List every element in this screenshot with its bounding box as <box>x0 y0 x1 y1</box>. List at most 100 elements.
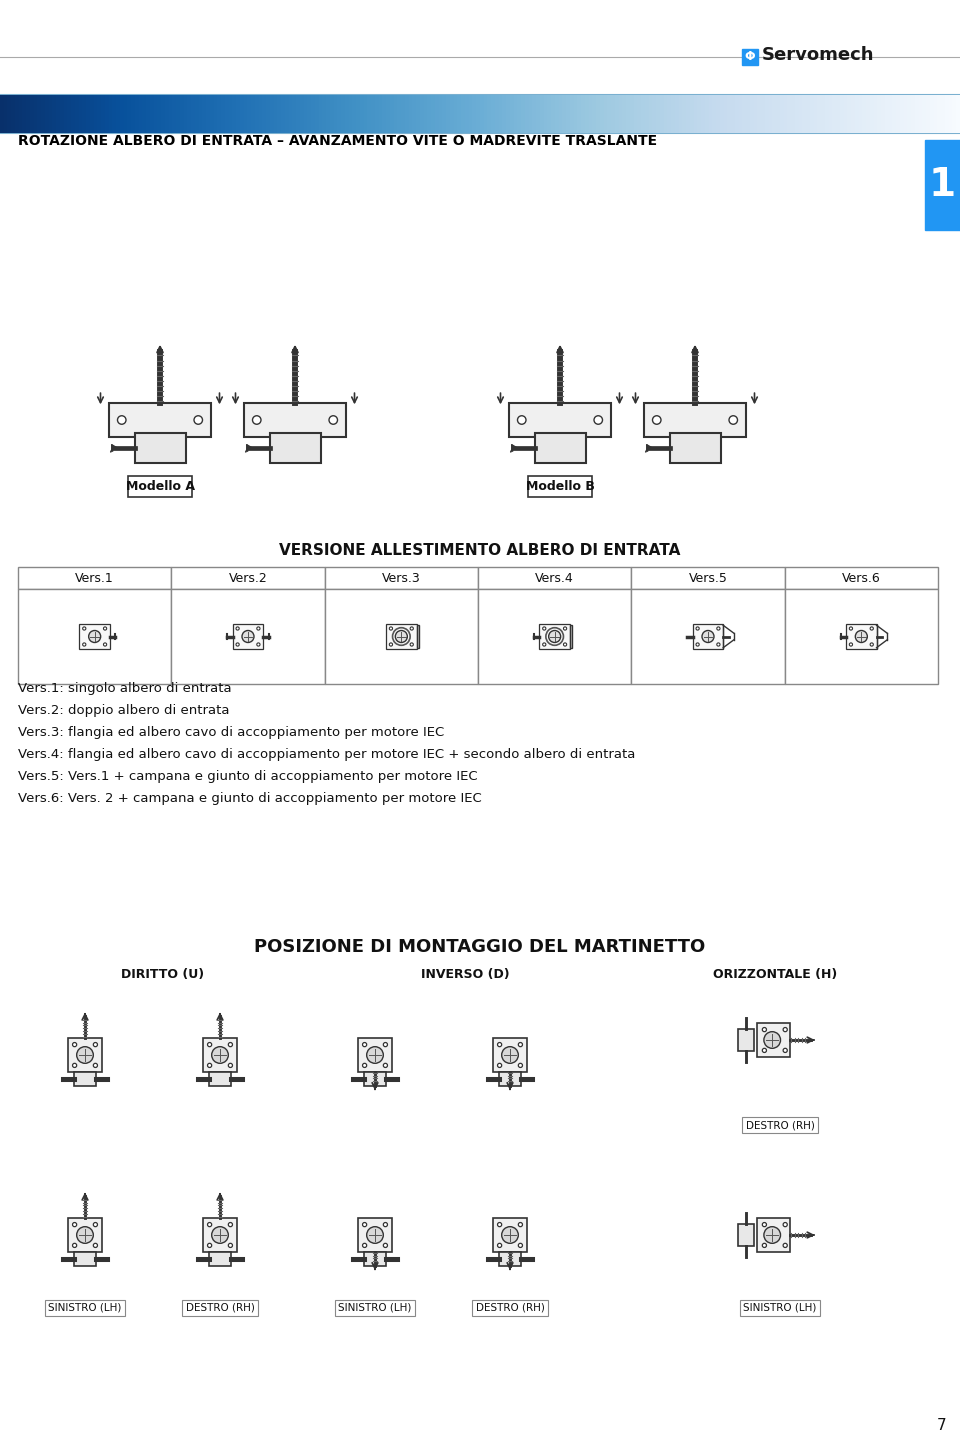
Circle shape <box>207 1243 212 1247</box>
Bar <box>208 1251 231 1266</box>
Bar <box>128 476 192 496</box>
Circle shape <box>717 626 720 631</box>
Text: SINISTRO (LH): SINISTRO (LH) <box>743 1303 817 1313</box>
Bar <box>270 433 321 462</box>
Circle shape <box>367 1227 383 1243</box>
Bar <box>204 1218 237 1251</box>
Text: Vers.6: Vers.6 <box>842 572 880 585</box>
Circle shape <box>73 1223 77 1227</box>
Circle shape <box>564 644 566 646</box>
Text: Vers.3: flangia ed albero cavo di accoppiamento per motore IEC: Vers.3: flangia ed albero cavo di accopp… <box>18 726 444 739</box>
Circle shape <box>410 644 414 646</box>
Circle shape <box>764 1031 780 1048</box>
Bar <box>358 1218 392 1251</box>
Text: Vers.6: Vers. 2 + campana e giunto di accoppiamento per motore IEC: Vers.6: Vers. 2 + campana e giunto di ac… <box>18 792 482 805</box>
Bar <box>109 403 211 438</box>
Text: Φ: Φ <box>745 50 756 63</box>
Circle shape <box>93 1243 98 1247</box>
Circle shape <box>73 1243 77 1247</box>
Circle shape <box>783 1028 787 1031</box>
Circle shape <box>383 1243 388 1247</box>
Circle shape <box>228 1243 232 1247</box>
Circle shape <box>207 1223 212 1227</box>
Circle shape <box>850 626 852 631</box>
Bar <box>417 625 419 648</box>
Bar <box>208 1071 231 1087</box>
Bar <box>693 623 723 649</box>
Bar <box>632 589 784 684</box>
Circle shape <box>764 1227 780 1243</box>
Circle shape <box>83 644 85 646</box>
Bar <box>540 623 570 649</box>
Circle shape <box>518 1064 522 1067</box>
Circle shape <box>564 626 566 631</box>
Text: ROTAZIONE ALBERO DI ENTRATA – AVANZAMENTO VITE O MADREVITE TRASLANTE: ROTAZIONE ALBERO DI ENTRATA – AVANZAMENT… <box>18 134 658 147</box>
Circle shape <box>542 626 546 631</box>
Bar <box>493 1038 527 1071</box>
Bar <box>756 1024 790 1057</box>
Circle shape <box>228 1064 232 1067</box>
Bar <box>784 568 938 589</box>
Bar <box>644 403 746 438</box>
Bar <box>80 623 109 649</box>
Bar <box>493 1218 527 1251</box>
Circle shape <box>363 1243 367 1247</box>
Circle shape <box>73 1042 77 1047</box>
Bar <box>0 94 960 133</box>
Text: Vers.4: flangia ed albero cavo di accoppiamento per motore IEC + secondo albero : Vers.4: flangia ed albero cavo di accopp… <box>18 748 636 761</box>
Circle shape <box>383 1064 388 1067</box>
Circle shape <box>497 1064 502 1067</box>
Circle shape <box>83 626 85 631</box>
Circle shape <box>363 1042 367 1047</box>
Text: DESTRO (RH): DESTRO (RH) <box>185 1303 254 1313</box>
Circle shape <box>236 626 239 631</box>
Circle shape <box>702 631 714 642</box>
Circle shape <box>517 416 526 425</box>
Circle shape <box>104 644 107 646</box>
Circle shape <box>367 1047 383 1064</box>
Circle shape <box>653 416 661 425</box>
Bar <box>669 433 721 462</box>
Circle shape <box>850 644 852 646</box>
Bar <box>171 568 324 589</box>
Text: Servomech: Servomech <box>762 46 875 64</box>
Text: DIRITTO (U): DIRITTO (U) <box>121 968 204 981</box>
Circle shape <box>363 1223 367 1227</box>
Text: POSIZIONE DI MONTAGGIO DEL MARTINETTO: POSIZIONE DI MONTAGGIO DEL MARTINETTO <box>254 938 706 957</box>
Text: 7: 7 <box>937 1419 947 1430</box>
Bar <box>18 589 171 684</box>
Text: Modello A: Modello A <box>126 480 195 493</box>
Circle shape <box>73 1064 77 1067</box>
Bar <box>846 623 876 649</box>
Text: Vers.1: Vers.1 <box>75 572 114 585</box>
Text: SINISTRO (LH): SINISTRO (LH) <box>48 1303 122 1313</box>
Circle shape <box>117 416 126 425</box>
Text: Vers.5: Vers.1 + campana e giunto di accoppiamento per motore IEC: Vers.5: Vers.1 + campana e giunto di acc… <box>18 769 478 784</box>
Circle shape <box>502 1227 518 1243</box>
Circle shape <box>93 1223 98 1227</box>
Circle shape <box>93 1042 98 1047</box>
Bar <box>324 568 478 589</box>
Circle shape <box>242 631 254 642</box>
Bar <box>478 568 632 589</box>
Circle shape <box>256 626 260 631</box>
Circle shape <box>228 1223 232 1227</box>
Circle shape <box>228 1042 232 1047</box>
Text: Vers.4: Vers.4 <box>536 572 574 585</box>
Bar <box>498 1071 521 1087</box>
Circle shape <box>762 1223 766 1227</box>
Bar <box>74 1071 96 1087</box>
Bar <box>756 1218 790 1251</box>
Bar <box>738 1224 754 1247</box>
Circle shape <box>390 644 393 646</box>
Bar <box>324 589 478 684</box>
Circle shape <box>696 644 699 646</box>
Circle shape <box>729 416 737 425</box>
Bar <box>386 623 417 649</box>
Circle shape <box>497 1042 502 1047</box>
Circle shape <box>783 1243 787 1247</box>
Bar <box>535 433 586 462</box>
Circle shape <box>502 1047 518 1064</box>
Circle shape <box>256 644 260 646</box>
Circle shape <box>855 631 867 642</box>
